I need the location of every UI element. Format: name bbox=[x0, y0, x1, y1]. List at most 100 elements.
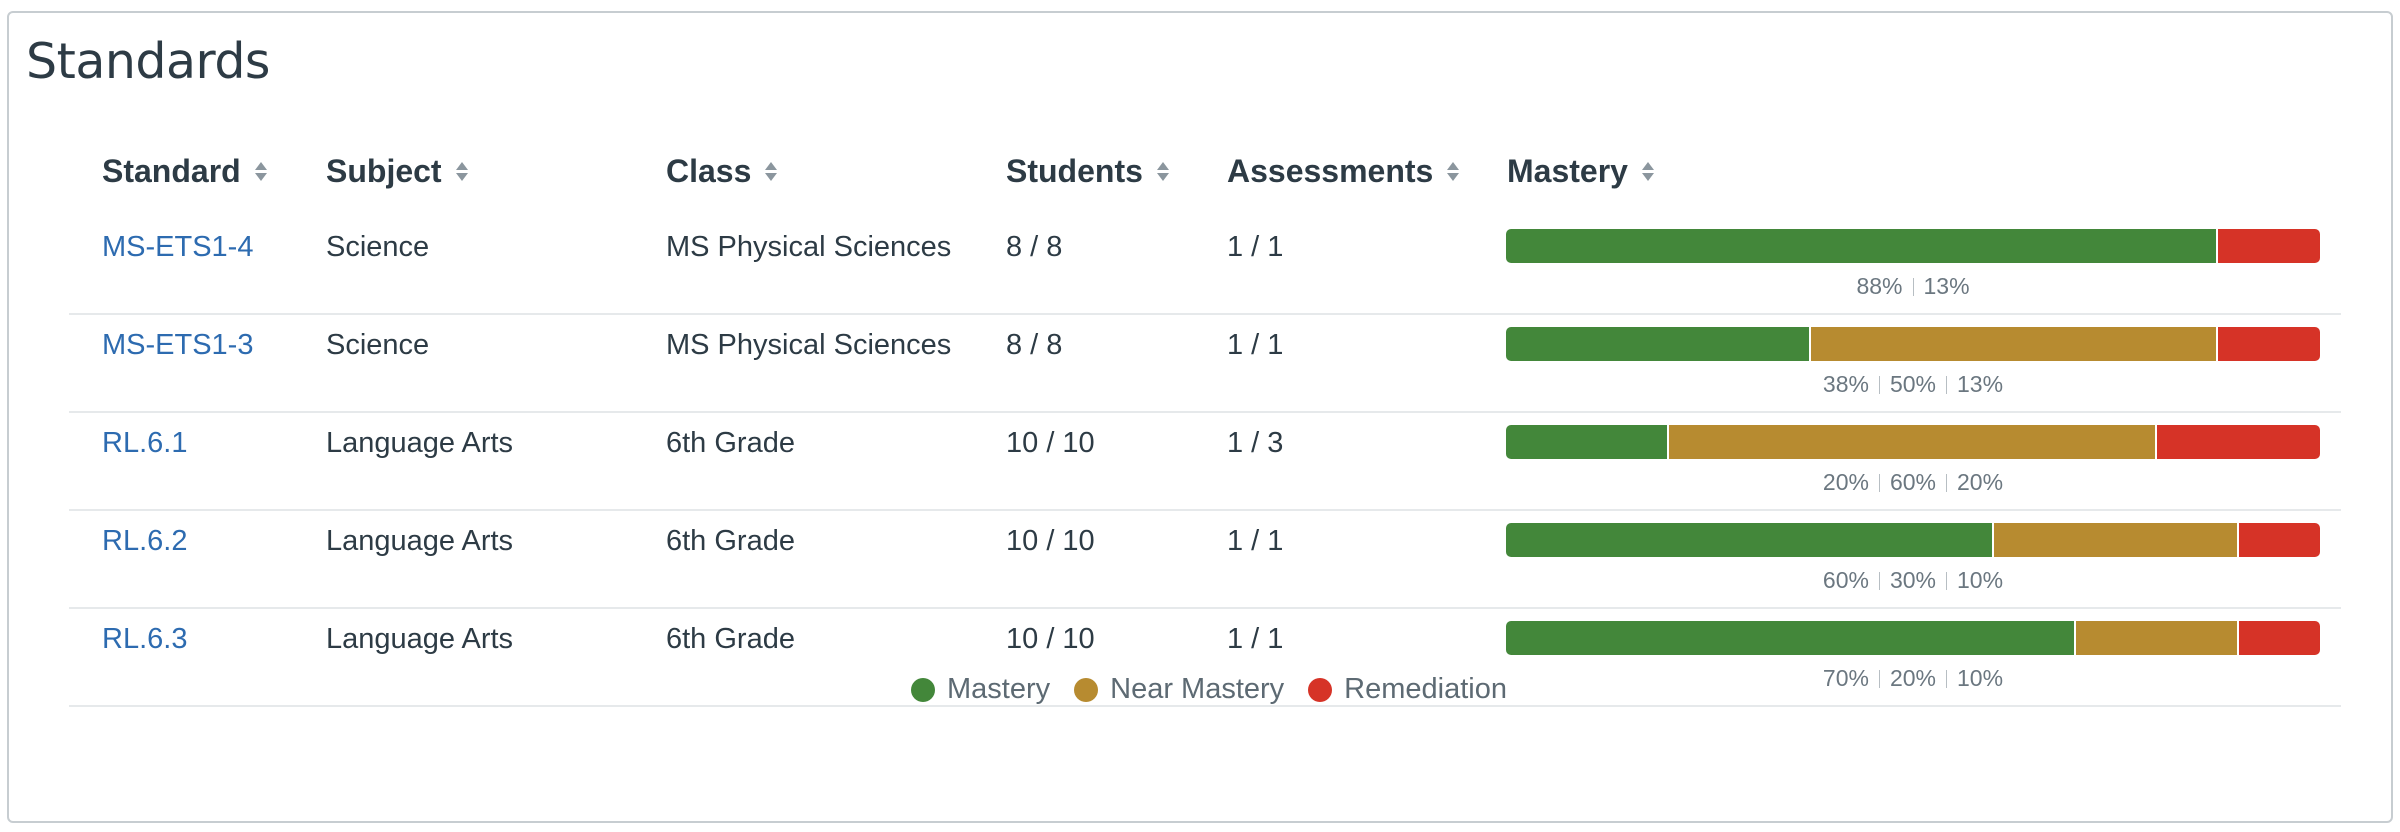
percentage-label: 50% bbox=[1889, 371, 1937, 397]
column-header-students[interactable]: Students bbox=[1006, 153, 1169, 190]
percentage-separator bbox=[1878, 375, 1880, 394]
column-header-assessments[interactable]: Assessments bbox=[1227, 153, 1460, 190]
column-label: Mastery bbox=[1507, 153, 1628, 189]
table-header: Standard Subject Class Students Assessme… bbox=[69, 143, 2341, 203]
class-cell: MS Physical Sciences bbox=[666, 328, 952, 361]
percentage-label: 13% bbox=[1923, 273, 1970, 299]
mastery-bar[interactable] bbox=[1506, 229, 2320, 263]
percentage-label: 88% bbox=[1856, 273, 1903, 299]
percentage-label: 70% bbox=[1822, 665, 1869, 691]
sort-icon bbox=[455, 162, 468, 181]
class-cell: 6th Grade bbox=[666, 426, 795, 459]
mastery-segment-mastery bbox=[1506, 229, 2219, 263]
legend-item[interactable]: Near Mastery bbox=[1074, 673, 1284, 706]
column-header-subject[interactable]: Subject bbox=[326, 153, 468, 190]
mastery-segment-near bbox=[1811, 327, 2219, 361]
percentage-label: 38% bbox=[1822, 371, 1869, 397]
percentage-label: 60% bbox=[1822, 567, 1869, 593]
subject-cell: Science bbox=[326, 230, 430, 263]
standard-link[interactable]: RL.6.1 bbox=[102, 426, 188, 459]
column-label: Students bbox=[1006, 153, 1143, 189]
legend-label: Remediation bbox=[1344, 673, 1507, 705]
column-header-mastery[interactable]: Mastery bbox=[1507, 153, 1654, 190]
legend-dot-icon bbox=[910, 677, 935, 702]
mastery-legend: Mastery Near Mastery Remediation bbox=[9, 673, 2400, 706]
page-title: Standards bbox=[26, 33, 270, 90]
table-row: RL.6.3 Language Arts 6th Grade 10 / 10 1 / 1… bbox=[69, 609, 2341, 707]
mastery-bar[interactable] bbox=[1506, 327, 2320, 361]
legend-dot-icon bbox=[1308, 677, 1333, 702]
mastery-percentages: 20% 60% 20% bbox=[1506, 469, 2320, 496]
sort-icon bbox=[254, 162, 267, 181]
table-row: MS-ETS1-3 Science MS Physical Sciences 8 / … bbox=[69, 315, 2341, 413]
class-cell: 6th Grade bbox=[666, 622, 795, 655]
percentage-separator bbox=[1878, 571, 1880, 590]
table-row: RL.6.2 Language Arts 6th Grade 10 / 10 1 / 1… bbox=[69, 511, 2341, 609]
column-label: Subject bbox=[326, 153, 442, 189]
assessments-cell: 1 / 3 bbox=[1227, 426, 1284, 459]
class-cell: MS Physical Sciences bbox=[666, 230, 952, 263]
mastery-percentages: 70% 20% 10% bbox=[1506, 665, 2320, 692]
class-cell: 6th Grade bbox=[666, 524, 795, 557]
percentage-separator bbox=[1946, 473, 1948, 492]
legend-item[interactable]: Mastery bbox=[910, 673, 1050, 706]
mastery-percentages: 88% 13% bbox=[1506, 273, 2320, 300]
students-cell: 10 / 10 bbox=[1006, 426, 1095, 459]
percentage-label: 13% bbox=[1957, 371, 2004, 397]
table-row: MS-ETS1-4 Science MS Physical Sciences 8 / … bbox=[69, 217, 2341, 315]
assessments-cell: 1 / 1 bbox=[1227, 230, 1284, 263]
percentage-label: 20% bbox=[1889, 665, 1937, 691]
sort-icon bbox=[765, 162, 778, 181]
column-label: Standard bbox=[102, 153, 241, 189]
students-cell: 8 / 8 bbox=[1006, 328, 1063, 361]
students-cell: 8 / 8 bbox=[1006, 230, 1063, 263]
table-body[interactable]: MS-ETS1-4 Science MS Physical Sciences 8 / … bbox=[69, 217, 2341, 773]
table-row: RL.6.1 Language Arts 6th Grade 10 / 10 1 / 3… bbox=[69, 413, 2341, 511]
column-header-standard[interactable]: Standard bbox=[102, 153, 267, 190]
sort-icon bbox=[1447, 162, 1460, 181]
mastery-segment-mastery bbox=[1506, 327, 1812, 361]
legend-item[interactable]: Remediation bbox=[1308, 673, 1507, 706]
subject-cell: Language Arts bbox=[326, 524, 514, 557]
students-cell: 10 / 10 bbox=[1006, 524, 1095, 557]
percentage-label: 20% bbox=[1822, 469, 1869, 495]
mastery-segment-mastery bbox=[1506, 621, 2076, 655]
mastery-segment-remed bbox=[2238, 621, 2320, 655]
mastery-segment-remed bbox=[2238, 523, 2320, 557]
mastery-segment-remed bbox=[2218, 327, 2320, 361]
percentage-label: 30% bbox=[1889, 567, 1937, 593]
standard-link[interactable]: MS-ETS1-4 bbox=[102, 230, 254, 263]
column-label: Class bbox=[666, 153, 752, 189]
standard-link[interactable]: RL.6.2 bbox=[102, 524, 188, 557]
mastery-percentages: 38% 50% 13% bbox=[1506, 371, 2320, 398]
subject-cell: Science bbox=[326, 328, 430, 361]
standards-card: Standards Standard Subject Class Student… bbox=[7, 11, 2393, 823]
mastery-percentages: 60% 30% 10% bbox=[1506, 567, 2320, 594]
mastery-segment-remed bbox=[2157, 425, 2320, 459]
mastery-segment-mastery bbox=[1506, 523, 1995, 557]
percentage-separator bbox=[1912, 277, 1914, 296]
column-header-class[interactable]: Class bbox=[666, 153, 778, 190]
standard-link[interactable]: RL.6.3 bbox=[102, 622, 188, 655]
mastery-bar[interactable] bbox=[1506, 621, 2320, 655]
sort-icon bbox=[1641, 162, 1654, 181]
mastery-bar[interactable] bbox=[1506, 523, 2320, 557]
standard-link[interactable]: MS-ETS1-3 bbox=[102, 328, 254, 361]
students-cell: 10 / 10 bbox=[1006, 622, 1095, 655]
percentage-label: 60% bbox=[1889, 469, 1937, 495]
assessments-cell: 1 / 1 bbox=[1227, 524, 1284, 557]
percentage-separator bbox=[1878, 669, 1880, 688]
legend-dot-icon bbox=[1074, 677, 1099, 702]
mastery-segment-near bbox=[2075, 621, 2239, 655]
column-label: Assessments bbox=[1227, 153, 1434, 189]
percentage-separator bbox=[1946, 375, 1948, 394]
mastery-segment-remed bbox=[2218, 229, 2320, 263]
subject-cell: Language Arts bbox=[326, 622, 514, 655]
mastery-bar[interactable] bbox=[1506, 425, 2320, 459]
legend-label: Near Mastery bbox=[1110, 673, 1285, 705]
mastery-segment-near bbox=[1668, 425, 2158, 459]
sort-icon bbox=[1156, 162, 1169, 181]
percentage-separator bbox=[1946, 669, 1948, 688]
assessments-cell: 1 / 1 bbox=[1227, 622, 1284, 655]
percentage-label: 10% bbox=[1957, 665, 2004, 691]
